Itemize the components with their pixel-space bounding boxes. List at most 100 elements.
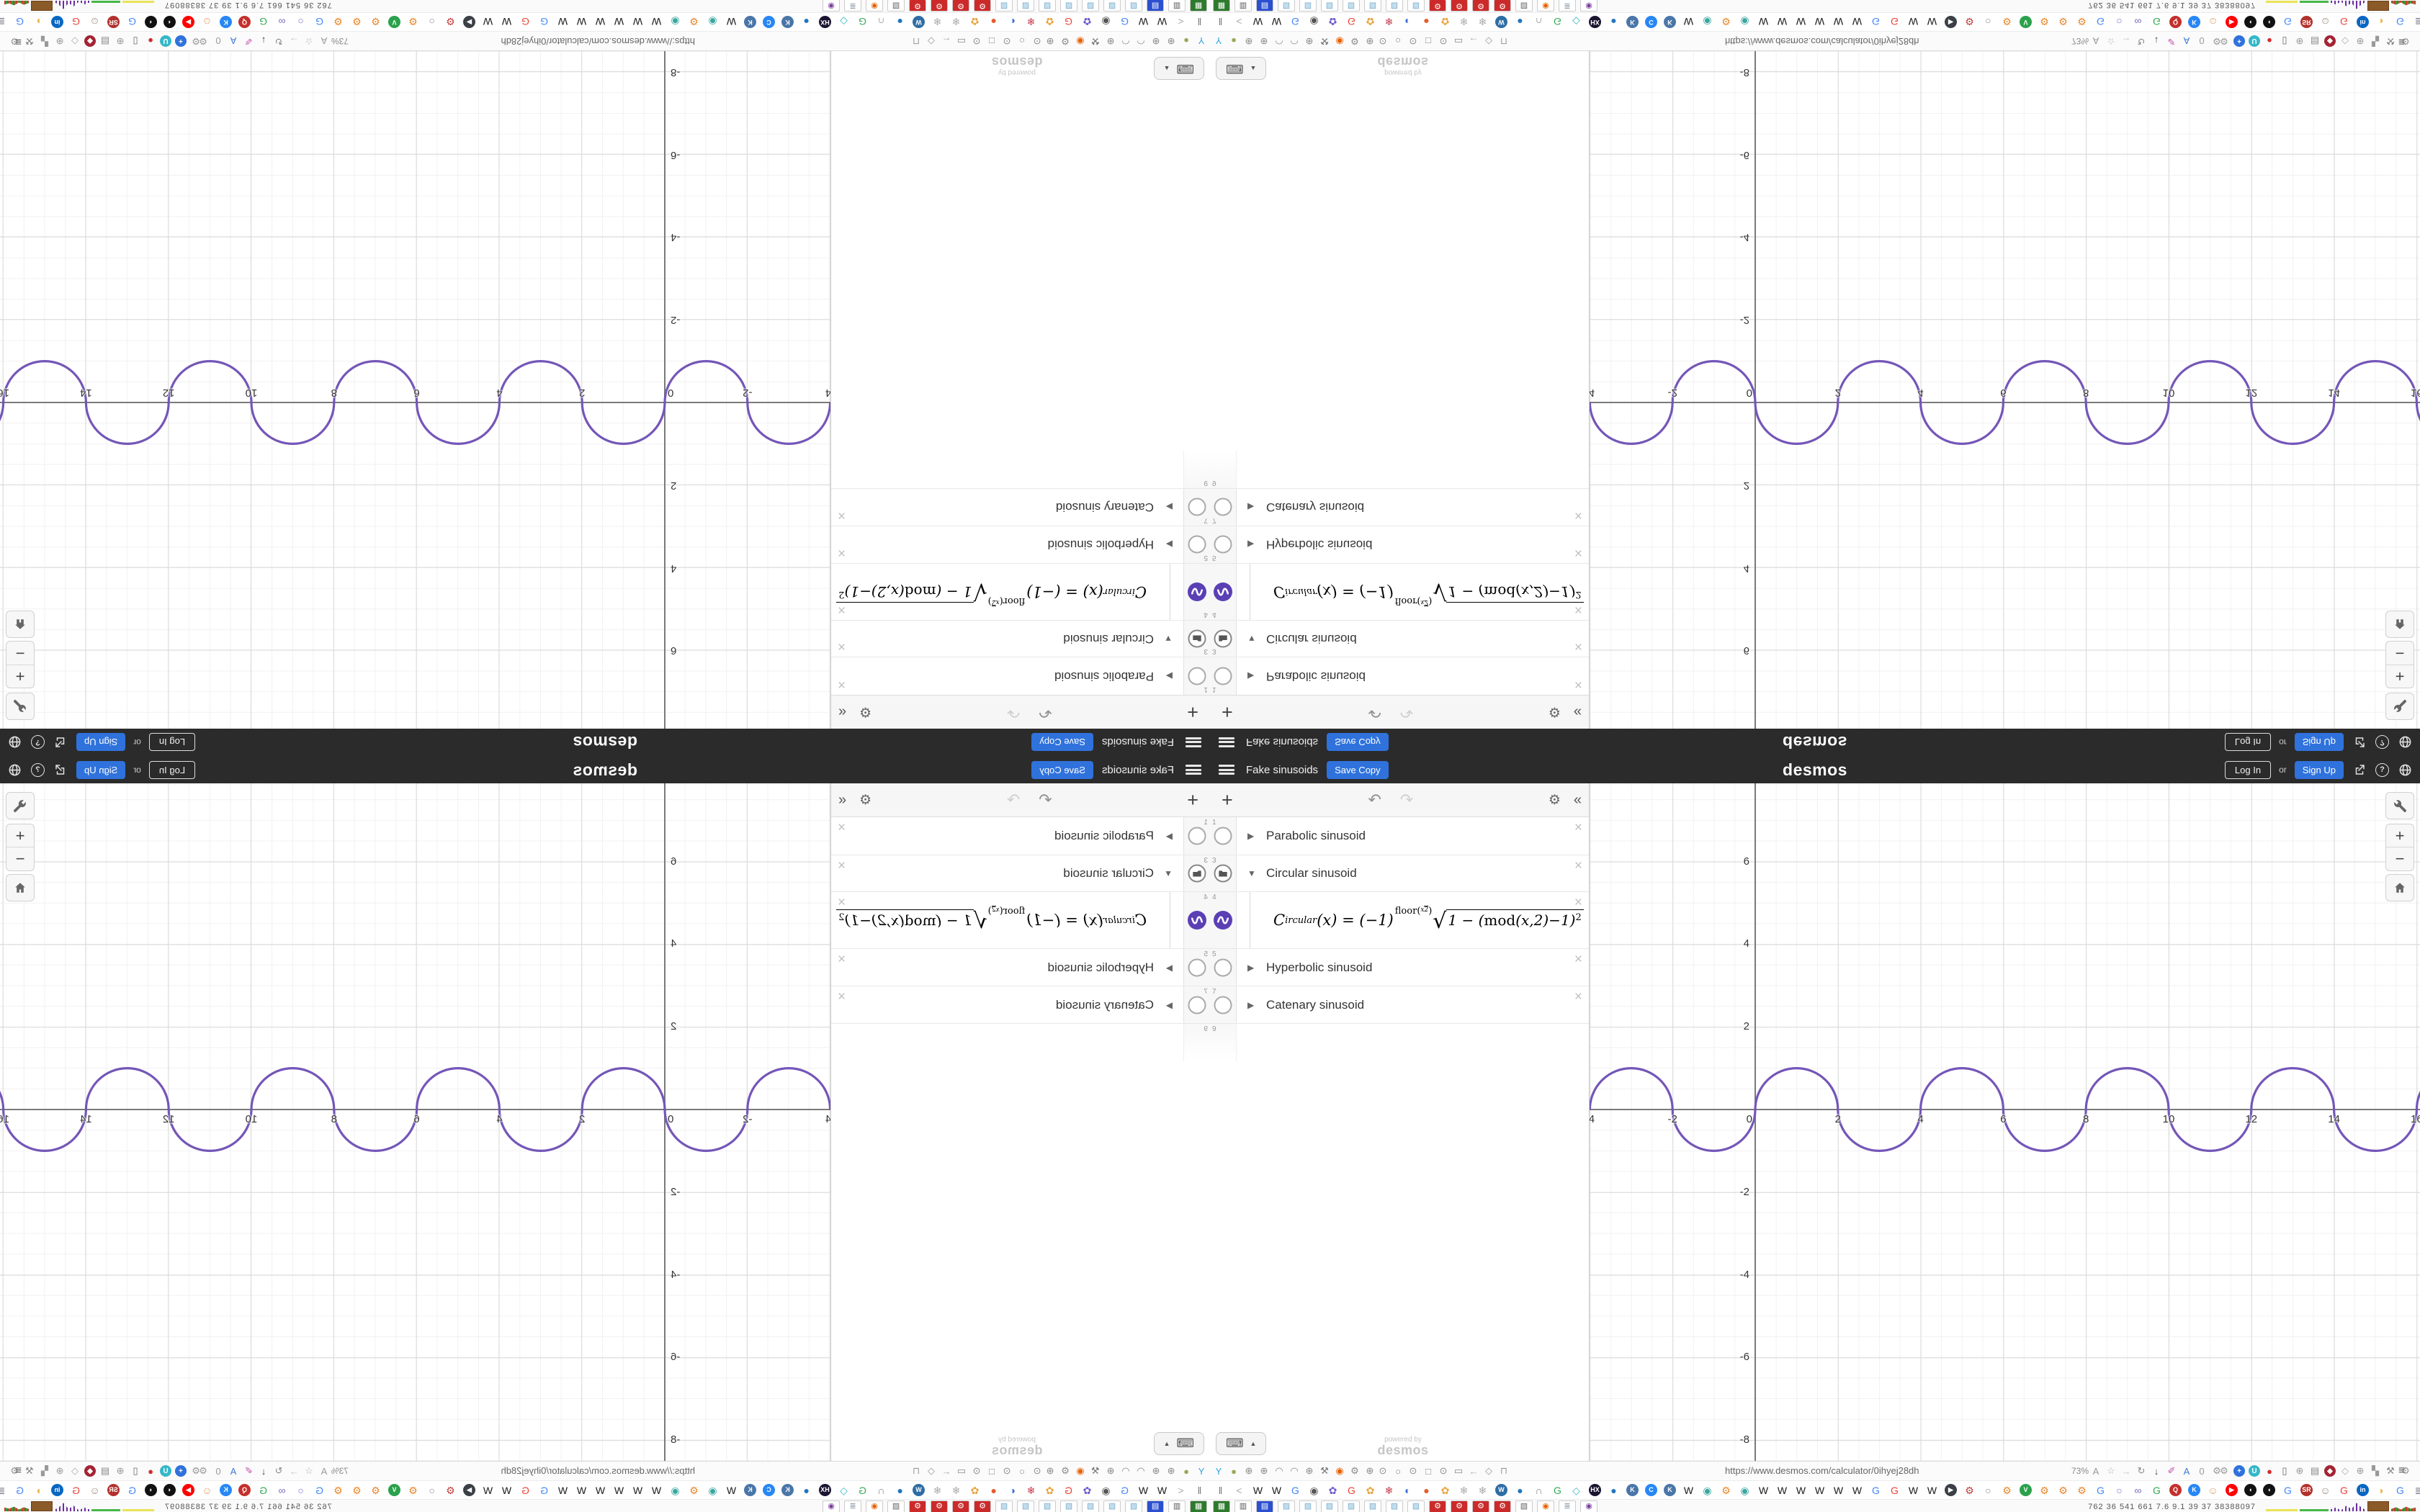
page-zoom-level[interactable]: 73% [2071,1466,2089,1476]
row-gutter[interactable]: 5 [1183,526,1210,563]
bookmark-favicon[interactable]: G [2396,1484,2404,1496]
extension-icon[interactable]: ⊕ [2295,1465,2304,1476]
folder-open-icon[interactable] [1214,629,1232,648]
extension-icon[interactable]: ⚙ [1061,1465,1070,1476]
extension-icon[interactable]: ⚒ [1320,36,1329,47]
bookmark-favicon[interactable]: ⚙ [352,16,362,28]
bookmark-favicon[interactable]: HX [1589,1484,1601,1496]
bookmark-favicon[interactable]: W [1138,16,1149,28]
bookmark-favicon[interactable]: ⚙ [333,16,343,28]
bookmark-favicon[interactable]: W [1796,1484,1806,1496]
bookmark-favicon[interactable]: W [483,1484,493,1496]
curve-visibility-icon[interactable] [1214,582,1232,601]
extension-icon[interactable]: ⊕ [1106,36,1115,47]
collapse-panel-button[interactable]: « [1573,791,1582,808]
expression-row-folder[interactable]: 3 ▼ Circular sinusoid × [1210,855,1589,892]
folder-label[interactable]: Circular sinusoid [1266,866,1357,880]
taskbar-app-icon[interactable]: ⚙ [1429,1500,1446,1512]
extension-icon[interactable]: ⊕ [1366,36,1374,47]
add-expression-button[interactable]: + [1187,788,1198,811]
bookmark-favicon[interactable]: G [259,1484,267,1496]
taskbar-app-icon[interactable]: ▨ [1343,0,1360,12]
bookmark-favicon[interactable]: W [1796,16,1806,28]
extension-icon[interactable]: ⚒ [2386,1465,2395,1476]
bookmark-favicon[interactable]: ∞ [278,1484,286,1496]
row-gutter[interactable]: 1 [1183,817,1210,855]
page-action-icon[interactable]: ⊙ [972,36,981,47]
bookmark-favicon[interactable]: ☺ [2208,16,2218,28]
taskbar-app-icon[interactable]: ▧ [887,1500,905,1512]
bookmark-favicon[interactable]: in [51,16,63,28]
taskbar-app-icon[interactable]: ▧ [1515,0,1533,12]
bookmark-favicon[interactable]: K [220,16,232,28]
page-action-icon[interactable]: ⊙ [1409,1465,1417,1476]
extension-icon[interactable]: ⊕ [1305,36,1314,47]
bookmark-favicon[interactable]: ▶ [182,16,194,28]
folder-expanded-arrow-icon[interactable]: ▼ [1164,634,1173,644]
expression-row-folder[interactable]: 3 ▼ Circular sinusoid × [831,855,1210,892]
extension-icon[interactable]: ▤ [100,36,110,47]
bookmark-favicon[interactable]: W [595,16,606,28]
extension-icon[interactable]: ⊕ [116,36,125,47]
bookmark-favicon[interactable]: W [1833,1484,1844,1496]
taskbar-app-icon[interactable]: ⚙ [1472,1500,1489,1512]
taskbar-app-icon[interactable]: ▨ [1017,0,1034,12]
page-action-icon[interactable]: ⊓ [1500,1465,1508,1476]
help-icon[interactable]: ? [2375,762,2389,777]
bookmark-favicon[interactable]: ○ [429,16,435,28]
folder-label[interactable]: Hyperbolic sinusoid [1266,538,1373,552]
bookmark-favicon[interactable]: C [1645,1484,1657,1496]
bookmark-favicon[interactable]: G [1121,1484,1129,1496]
taskbar-app-icon[interactable]: ▤ [1256,0,1273,12]
extension-icon[interactable]: ▤ [2310,36,2320,47]
taskbar-app-icon[interactable]: ◉ [866,0,883,12]
url-action-icon[interactable]: → [289,35,299,47]
bookmark-favicon[interactable]: ✿ [1366,1484,1375,1496]
share-icon[interactable] [2352,734,2367,750]
page-action-icon[interactable]: ⊓ [1500,36,1508,47]
extension-icon[interactable]: ◆ [2324,1465,2336,1477]
bookmark-favicon[interactable]: ● [1610,16,1617,28]
save-copy-button[interactable]: Save Copy [1031,760,1093,779]
bookmark-favicon[interactable]: ◉ [1703,16,1712,28]
extension-icon[interactable]: ⊕ [2356,36,2365,47]
url-bar-text[interactable]: https://www.desmos.com/calculator/0ihyej… [501,36,695,47]
bookmark-favicon[interactable]: K [1664,16,1676,28]
add-expression-button[interactable]: + [1187,701,1198,724]
page-action-icon[interactable]: □ [1425,35,1431,47]
url-action-icon[interactable]: 0 [215,35,221,47]
url-action-icon[interactable]: A [2183,1465,2190,1477]
taskbar-app-icon[interactable]: ▨ [1407,0,1425,12]
bookmark-favicon[interactable]: ○ [1985,1484,1991,1496]
bookmark-favicon[interactable]: Q [238,16,251,28]
url-action-icon[interactable]: → [2121,1465,2131,1477]
bookmark-favicon[interactable]: ◐ [1404,16,1411,28]
taskbar-app-icon[interactable]: ≣ [1559,1500,1576,1512]
bookmark-favicon[interactable]: W [1157,1484,1168,1496]
log-in-button[interactable]: Log In [2224,760,2272,779]
bookmark-favicon[interactable]: W [1814,1484,1825,1496]
url-action-icon[interactable]: ☆ [305,1465,313,1476]
delete-row-icon[interactable]: × [838,677,846,692]
folder-label[interactable]: Circular sinusoid [1063,632,1154,646]
bookmark-favicon[interactable]: SR [2300,1484,2313,1496]
bookmark-favicon[interactable]: ❄ [1026,16,1036,28]
bookmark-favicon[interactable]: G [1065,1484,1072,1496]
desmos-logo[interactable]: desmos [573,733,637,752]
page-action-icon[interactable]: ⊙ [1033,1465,1041,1476]
bookmark-favicon[interactable]: W [1908,16,1919,28]
extension-icon[interactable]: ◇ [2341,36,2349,47]
bookmark-favicon[interactable]: ☺ [89,1484,100,1496]
desmos-logo[interactable]: desmos [1783,760,1847,779]
bookmark-favicon[interactable]: W [1908,1484,1919,1496]
folder-label[interactable]: Parabolic sinusoid [1054,670,1154,683]
page-action-icon[interactable]: ○ [1395,35,1401,47]
bookmark-favicon[interactable]: G [1891,1484,1899,1496]
bookmark-favicon[interactable]: ▶ [1945,16,1957,28]
page-action-icon[interactable]: ⊙ [1003,36,1011,47]
bookmark-favicon[interactable]: ✿ [1440,1484,1450,1496]
bookmark-favicon[interactable]: W [632,1484,643,1496]
bookmark-favicon[interactable]: G [1554,16,1561,28]
